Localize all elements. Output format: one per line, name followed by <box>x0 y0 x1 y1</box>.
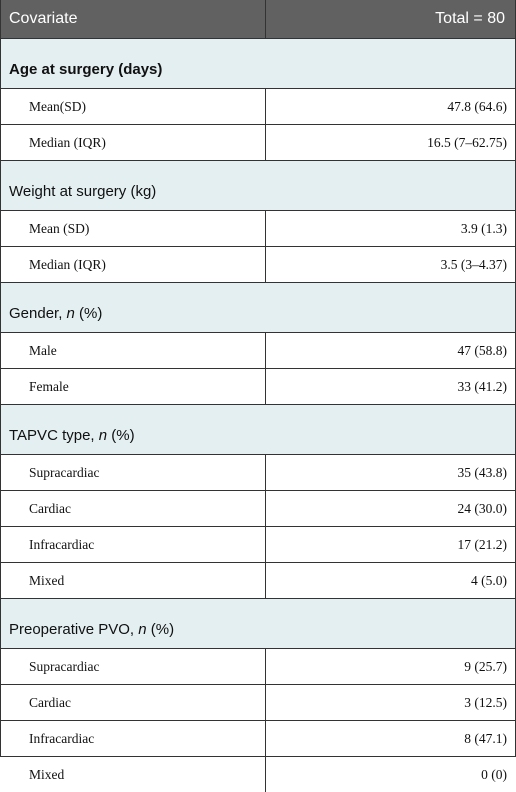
row-label: Supracardiac <box>1 455 266 490</box>
title-part: Weight at surgery (kg) <box>9 183 157 200</box>
row-label: Infracardiac <box>1 527 266 562</box>
row-value: 17 (21.2) <box>457 536 508 552</box>
section-title: Gender, n (%) <box>9 305 102 322</box>
header-cell: Covariate <box>1 0 266 38</box>
title-part: n <box>98 427 108 444</box>
row-value: 3 (12.5) <box>464 694 507 710</box>
row-label: Infracardiac <box>1 721 266 756</box>
title-part: Preoperative PVO, <box>9 621 139 638</box>
section-row: TAPVC type, n (%) <box>1 404 515 454</box>
data-row: Cardiac 24 (30.0) <box>1 490 515 526</box>
section-row: Weight at surgery (kg) <box>1 160 515 210</box>
row-value: 3.9 (1.3) <box>460 220 507 236</box>
title-part: (%) <box>74 305 103 322</box>
data-row: Mixed 0 (0) <box>1 756 515 792</box>
row-value: 35 (43.8) <box>457 464 508 480</box>
section-title: Preoperative PVO, n (%) <box>9 621 174 638</box>
row-value: 16.5 (7–62.75) <box>427 134 507 150</box>
section-title: TAPVC type, n (%) <box>9 427 135 444</box>
row-value: 3.5 (3–4.37) <box>440 256 507 272</box>
row-value: 4 (5.0) <box>471 572 507 588</box>
row-label: Mixed <box>1 563 266 598</box>
data-row: Supracardiac 35 (43.8) <box>1 454 515 490</box>
row-value: 47 (58.8) <box>457 342 508 358</box>
title-part: (%) <box>107 427 135 444</box>
row-value: 24 (30.0) <box>457 500 508 516</box>
title-part: n <box>138 621 147 638</box>
row-value: 8 (47.1) <box>464 730 507 746</box>
row-value: 0 (0) <box>481 766 507 782</box>
data-row: Mean (SD) 3.9 (1.3) <box>1 210 515 246</box>
data-row: Infracardiac 17 (21.2) <box>1 526 515 562</box>
data-row: Supracardiac 9 (25.7) <box>1 648 515 684</box>
row-label: Male <box>1 333 266 368</box>
row-label: Median (IQR) <box>1 125 266 160</box>
data-row: Median (IQR) 3.5 (3–4.37) <box>1 246 515 282</box>
row-label: Median (IQR) <box>1 247 266 282</box>
data-row: Mean(SD) 47.8 (64.6) <box>1 88 515 124</box>
row-label: Mean(SD) <box>1 89 266 124</box>
section-row: Gender, n (%) <box>1 282 515 332</box>
title-part: (%) <box>146 621 175 638</box>
row-value: 47.8 (64.6) <box>447 98 507 114</box>
section-title: Age at surgery (days) <box>9 61 162 78</box>
row-label: Female <box>1 369 266 404</box>
title-part: Age at surgery (days) <box>9 61 163 78</box>
data-row: Infracardiac 8 (47.1) <box>1 720 515 756</box>
row-label: Mixed <box>1 757 266 792</box>
title-part: TAPVC type, <box>9 427 99 444</box>
title-part: Gender, <box>9 305 67 322</box>
data-row: Mixed 4 (5.0) <box>1 562 515 598</box>
row-value: 9 (25.7) <box>464 658 507 674</box>
section-row: Age at surgery (days) <box>1 38 515 88</box>
row-label: Cardiac <box>1 685 266 720</box>
row-label: Mean (SD) <box>1 211 266 246</box>
header-row: Covariate Total = 80 <box>1 0 515 38</box>
data-row: Cardiac 3 (12.5) <box>1 684 515 720</box>
row-value: 33 (41.2) <box>457 378 508 394</box>
title-part: n <box>66 305 75 322</box>
section-row: Preoperative PVO, n (%) <box>1 598 515 648</box>
header-cell: Total = 80 <box>435 10 505 27</box>
data-row: Male 47 (58.8) <box>1 332 515 368</box>
section-title: Weight at surgery (kg) <box>9 183 156 200</box>
data-row: Female 33 (41.2) <box>1 368 515 404</box>
row-label: Cardiac <box>1 491 266 526</box>
row-label: Supracardiac <box>1 649 266 684</box>
data-row: Median (IQR) 16.5 (7–62.75) <box>1 124 515 160</box>
